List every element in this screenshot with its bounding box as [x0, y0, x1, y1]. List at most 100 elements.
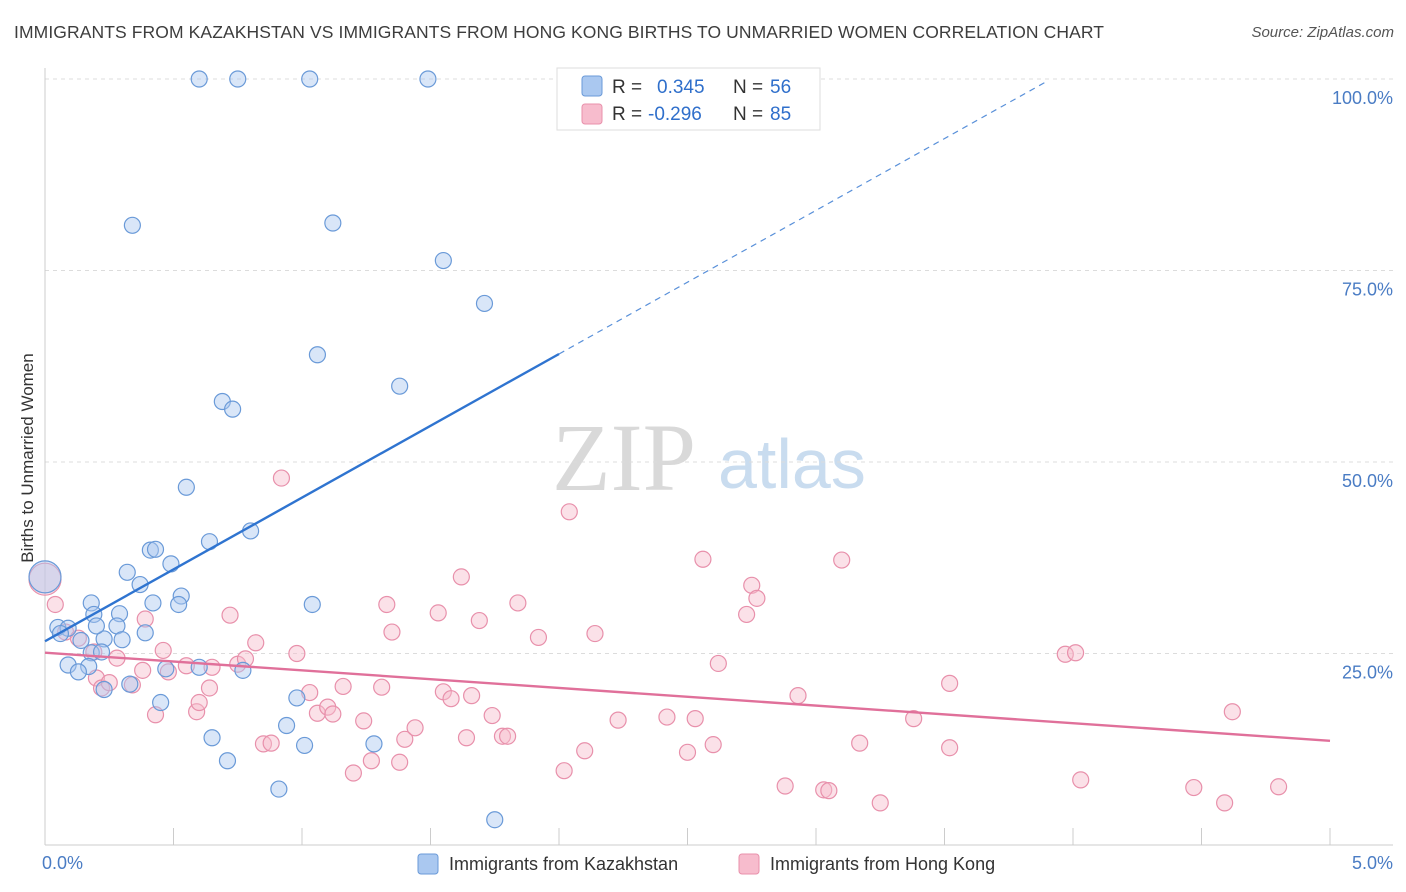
bottom-legend-label-hongkong: Immigrants from Hong Kong [770, 854, 995, 874]
kazakhstan-point [486, 811, 504, 829]
kazakhstan-point [324, 214, 342, 232]
kazakhstan-point [72, 631, 90, 650]
watermark-zip: ZIP [552, 404, 696, 511]
bottom-legend-swatch-kazakhstan [417, 853, 439, 875]
hongkong-point [815, 781, 833, 799]
hongkong-point [905, 710, 923, 728]
legend-n-value-1: 56 [770, 77, 791, 98]
kazakhstan-point [475, 294, 494, 313]
legend-n-label-1: N = [733, 77, 763, 98]
kazakhstan-point [308, 346, 327, 364]
hongkong-point [678, 743, 697, 761]
hongkong-point [262, 734, 280, 752]
hongkong-point [776, 777, 794, 795]
hongkong-point [288, 644, 306, 663]
hongkong-point [221, 606, 239, 624]
hongkong-point [709, 654, 727, 673]
x-tick-label-max: 5.0% [1352, 853, 1393, 873]
hongkong-point [748, 589, 766, 607]
kazakhstan-point [419, 70, 437, 88]
y-tick-label: 50.0% [1342, 471, 1393, 491]
legend-n-value-2: 85 [770, 104, 791, 125]
y-tick-label: 25.0% [1342, 663, 1393, 683]
kazakhstan-point [162, 555, 180, 573]
hongkong-point [609, 711, 627, 729]
kazakhstan-point [123, 216, 141, 234]
kazakhstan-point [277, 716, 296, 735]
y-tick-label: 100.0% [1332, 88, 1393, 108]
kazakhstan-point [28, 560, 62, 594]
legend-r-label-2: R = [612, 104, 642, 125]
hongkong-point [493, 727, 512, 745]
kazakhstan-trend-line [44, 352, 560, 643]
kazakhstan-point [218, 752, 237, 770]
hongkong-point [46, 595, 64, 614]
hongkong-point [509, 594, 527, 612]
hongkong-point [442, 690, 460, 708]
legend-r-value-1: 0.345 [657, 77, 705, 98]
hongkong-point [1269, 778, 1288, 796]
hongkong-point [1216, 794, 1234, 812]
kazakhstan-point [121, 675, 139, 693]
hongkong-point [941, 674, 959, 692]
y-tick-label: 75.0% [1342, 280, 1393, 300]
hongkong-point [334, 677, 352, 696]
hongkong-point [396, 730, 414, 748]
kazakhstan-point [95, 680, 113, 699]
hongkong-point [499, 727, 517, 745]
hongkong-point [560, 503, 578, 521]
hongkong-point [529, 628, 548, 647]
hongkong-point [200, 679, 219, 697]
hongkong-point [586, 624, 604, 643]
hongkong-point [344, 764, 362, 782]
hongkong-point [355, 712, 373, 730]
watermark-atlas: atlas [718, 425, 866, 503]
hongkong-point [391, 753, 409, 771]
grid-layer [45, 78, 1393, 654]
hongkong-point [743, 576, 761, 594]
hongkong-point [1072, 771, 1090, 789]
kazakhstan-point [365, 735, 383, 753]
legend-swatch-hongkong [581, 103, 603, 125]
hongkong-point [159, 663, 177, 681]
legend-r-value-2: -0.296 [648, 104, 702, 125]
kazakhstan-point [87, 617, 106, 635]
y-axis-label: Births to Unmarried Women [18, 353, 37, 562]
kazakhstan-point [144, 594, 162, 612]
series-legend: Immigrants from Kazakhstan Immigrants fr… [417, 853, 995, 875]
kazakhstan-point [190, 70, 208, 88]
kazakhstan-point [301, 70, 319, 88]
kazakhstan-point [141, 541, 159, 559]
chart-title: IMMIGRANTS FROM KAZAKHSTAN VS IMMIGRANTS… [14, 22, 1105, 42]
legend-swatch-kazakhstan [581, 75, 603, 97]
legend-n-label-2: N = [733, 104, 763, 125]
hongkong-point [704, 736, 722, 754]
hongkong-points [28, 469, 1288, 812]
kazakhstan-point [190, 658, 208, 676]
hongkong-point [658, 708, 676, 726]
kazakhstan-point [80, 657, 98, 676]
kazakhstan-point [146, 540, 165, 558]
hongkong-point [694, 550, 712, 568]
kazakhstan-point [295, 736, 314, 755]
hongkong-point [463, 687, 481, 705]
hongkong-point [576, 742, 594, 760]
hongkong-point [362, 752, 380, 770]
hongkong-point [686, 710, 704, 728]
hongkong-point [452, 568, 470, 586]
hongkong-point [373, 678, 391, 696]
hongkong-point [190, 693, 208, 712]
hongkong-point [457, 729, 476, 747]
hongkong-point [1185, 778, 1203, 797]
hongkong-point [272, 469, 291, 487]
kazakhstan-point [229, 70, 247, 88]
trend-layer [44, 80, 1331, 743]
hongkong-point [429, 604, 447, 622]
source-label: Source: ZipAtlas.com [1251, 24, 1394, 41]
hongkong-point [470, 611, 488, 630]
hongkong-point [324, 705, 342, 723]
kazakhstan-point [69, 663, 88, 681]
kazakhstan-point [270, 780, 288, 798]
axis-layer: 25.0% 50.0% 75.0% 100.0% [44, 68, 1393, 846]
